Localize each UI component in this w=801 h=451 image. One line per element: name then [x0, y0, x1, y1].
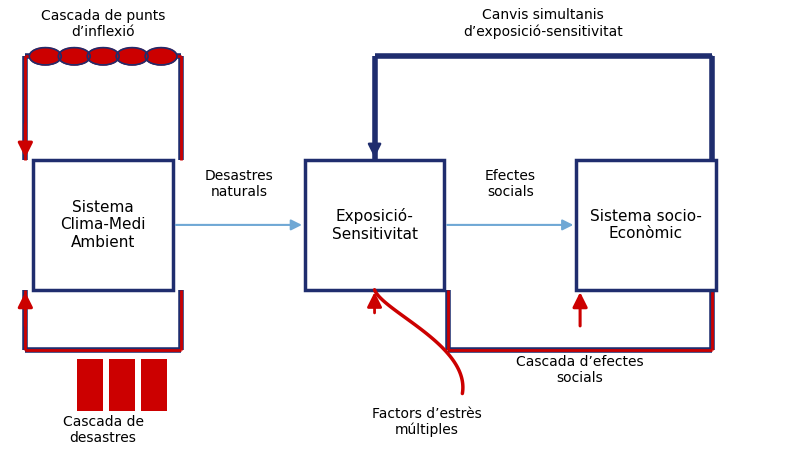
Text: Cascada d’efectes
socials: Cascada d’efectes socials: [517, 354, 644, 385]
Bar: [141, 359, 167, 411]
Bar: [109, 359, 135, 411]
Circle shape: [87, 48, 119, 65]
Text: Cascada de
desastres: Cascada de desastres: [62, 415, 143, 445]
Text: Sistema socio-
Econòmic: Sistema socio- Econòmic: [590, 209, 702, 241]
Circle shape: [116, 48, 148, 65]
Text: Canvis simultanis
d’exposició-sensitivitat: Canvis simultanis d’exposició-sensitivit…: [463, 8, 623, 39]
FancyBboxPatch shape: [576, 160, 716, 290]
FancyBboxPatch shape: [34, 160, 173, 290]
Bar: [77, 359, 103, 411]
Text: Factors d’estrès
múltiples: Factors d’estrès múltiples: [372, 406, 481, 437]
Text: Desastres
naturals: Desastres naturals: [204, 169, 273, 199]
Circle shape: [58, 48, 91, 65]
Circle shape: [145, 48, 177, 65]
Text: Sistema
Clima-Medi
Ambient: Sistema Clima-Medi Ambient: [60, 200, 146, 250]
FancyBboxPatch shape: [304, 160, 445, 290]
Text: Exposició-
Sensitivitat: Exposició- Sensitivitat: [332, 208, 417, 242]
Circle shape: [30, 48, 61, 65]
Text: Cascada de punts
d’inflexió: Cascada de punts d’inflexió: [41, 9, 165, 39]
Text: Efectes
socials: Efectes socials: [485, 169, 536, 199]
